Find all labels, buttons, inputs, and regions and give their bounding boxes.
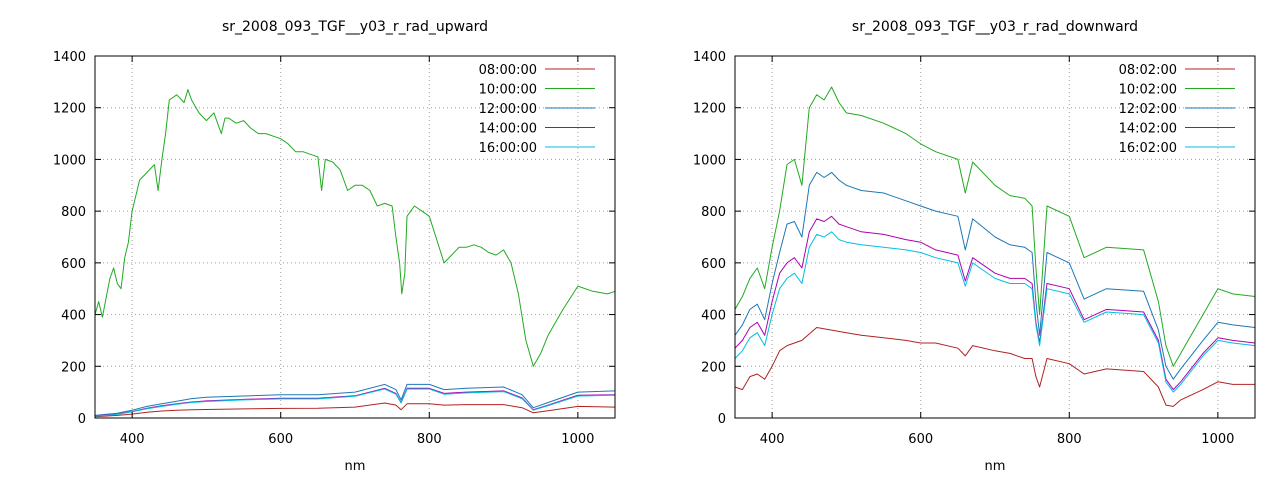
plot-frame	[734, 55, 1256, 419]
x-tick-label: 1000	[561, 432, 594, 447]
series-line-2	[734, 171, 1256, 380]
series-line-1	[734, 86, 1256, 367]
legend-label: 10:02:00	[1119, 83, 1177, 98]
legend-label: 08:02:00	[1119, 63, 1177, 78]
x-tick-label: 400	[120, 432, 145, 447]
y-tick-label: 1400	[693, 50, 726, 65]
series-line-3	[94, 387, 616, 417]
y-tick-label: 0	[78, 412, 86, 427]
y-tick-label: 600	[61, 257, 86, 272]
y-tick-label: 1200	[693, 102, 726, 117]
x-axis-label: nm	[345, 459, 366, 474]
y-tick-label: 1000	[53, 153, 86, 168]
legend-label: 12:02:00	[1119, 102, 1177, 117]
series-line-3	[734, 215, 1256, 391]
legend-label: 16:02:00	[1119, 141, 1177, 156]
chart-downward: 0 200 400 600 800 1000 1200 1400 400 600 800 1000 sr…	[693, 19, 1256, 474]
x-tick-label: 1000	[1201, 432, 1234, 447]
legend-label: 08:00:00	[479, 63, 537, 78]
legend-label: 14:02:00	[1119, 122, 1177, 137]
y-tick-label: 800	[61, 205, 86, 220]
legend-label: 10:00:00	[479, 83, 537, 98]
series-line-4	[734, 231, 1256, 393]
x-tick-label: 600	[268, 432, 293, 447]
y-tick-label: 400	[701, 309, 726, 324]
chart-upward: 0 200 400 600 800 1000 1200 1400 400 600 800 1000 sr…	[53, 19, 616, 474]
plot-frame	[94, 55, 616, 419]
legend-label: 12:00:00	[479, 102, 537, 117]
x-tick-label: 800	[417, 432, 442, 447]
y-tick-label: 1400	[53, 50, 86, 65]
x-tick-label: 800	[1057, 432, 1082, 447]
chart-title: sr_2008_093_TGF__y03_r_rad_upward	[222, 19, 488, 35]
series-line-1	[94, 89, 616, 367]
y-tick-label: 800	[701, 205, 726, 220]
y-tick-label: 200	[701, 360, 726, 375]
y-tick-label: 0	[718, 412, 726, 427]
x-axis-label: nm	[985, 459, 1006, 474]
series-line-2	[94, 383, 616, 416]
legend-label: 16:00:00	[479, 141, 537, 156]
x-tick-label: 400	[760, 432, 785, 447]
series-line-0	[734, 327, 1255, 407]
y-tick-label: 1200	[53, 102, 86, 117]
y-tick-label: 200	[61, 360, 86, 375]
legend-label: 14:00:00	[479, 122, 537, 137]
y-tick-label: 1000	[693, 153, 726, 168]
series-line-4	[94, 388, 616, 417]
y-tick-label: 600	[701, 257, 726, 272]
y-tick-label: 400	[61, 309, 86, 324]
chart-title: sr_2008_093_TGF__y03_r_rad_downward	[852, 19, 1138, 35]
series-line-0	[94, 402, 616, 418]
x-tick-label: 600	[908, 432, 933, 447]
